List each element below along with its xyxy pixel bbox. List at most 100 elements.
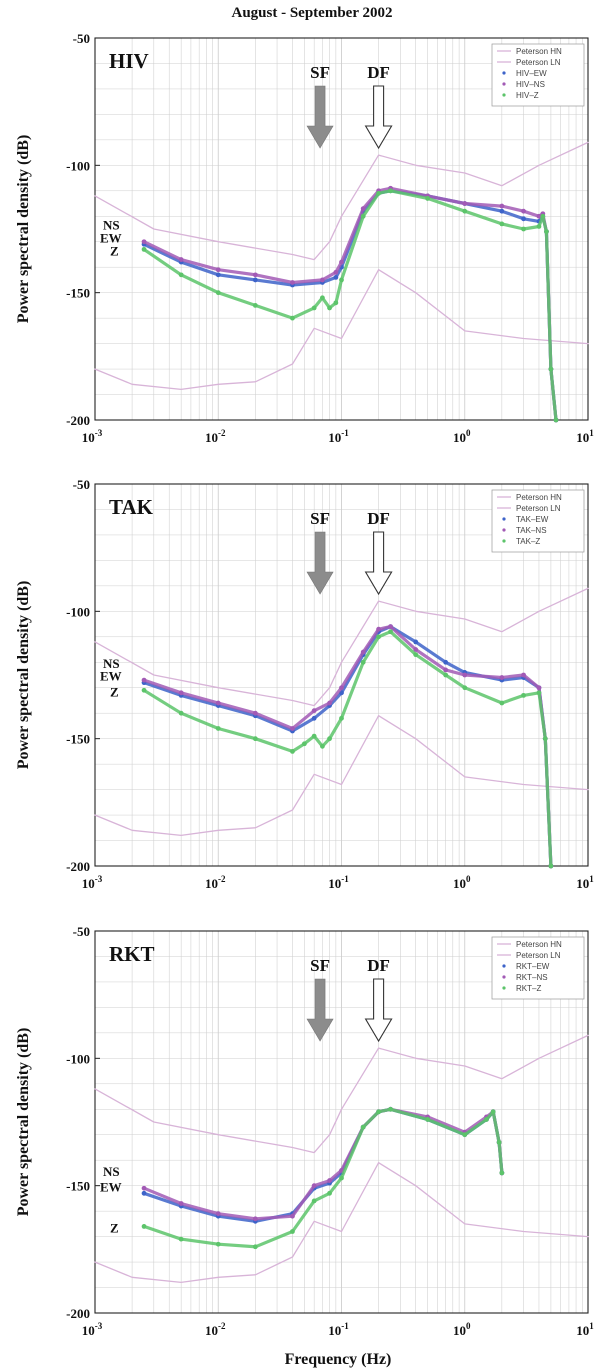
data-point-ns <box>360 649 366 655</box>
data-point-z <box>252 1244 258 1250</box>
sf-label: SF <box>310 63 330 82</box>
data-point-ns <box>290 280 295 285</box>
data-point-z <box>290 315 295 321</box>
component-label: Z <box>110 684 119 699</box>
df-arrow <box>364 978 393 1043</box>
x-tick-exponent: 0 <box>466 874 471 884</box>
series-peterson-hn <box>94 141 589 261</box>
data-point-ns <box>499 675 505 680</box>
x-tick-exponent: -3 <box>95 1321 103 1331</box>
data-point-z <box>462 685 468 691</box>
legend: Peterson HN Peterson LN TAK–EW TAK–NS TAK–Z <box>491 489 585 553</box>
data-point-z <box>499 1170 505 1176</box>
data-point-z <box>548 366 554 372</box>
legend-entry: Peterson HN <box>516 940 562 949</box>
x-tick-exponent: -3 <box>95 428 103 438</box>
y-tick-label: -50 <box>73 31 90 46</box>
data-point-z <box>540 213 546 219</box>
df-label: DF <box>367 509 390 528</box>
data-point-z <box>388 629 393 635</box>
legend: Peterson HN Peterson LN HIV–EW HIV–NS HIV–Z <box>491 43 585 107</box>
component-label: NS <box>103 1164 120 1179</box>
data-point-ns <box>252 272 258 278</box>
df-arrow <box>364 85 393 150</box>
data-point-ns <box>141 677 147 683</box>
data-point-z <box>536 690 542 696</box>
component-label: Z <box>110 243 119 258</box>
legend-swatch <box>502 964 506 968</box>
data-point-ew <box>443 659 449 665</box>
data-point-z <box>252 736 258 742</box>
data-point-ns <box>178 690 184 696</box>
data-point-z <box>327 1190 332 1196</box>
data-point-ns <box>339 685 344 691</box>
data-point-z <box>499 221 505 227</box>
data-point-z <box>320 295 325 301</box>
x-tick-label: 100 <box>453 874 471 891</box>
series-peterson-ln <box>94 1162 589 1284</box>
y-axis-label: Power spectral density (dB) <box>15 1028 32 1217</box>
legend-swatch <box>502 517 506 521</box>
data-point-ns <box>320 277 325 283</box>
data-point-ns <box>327 700 332 706</box>
x-tick-exponent: -1 <box>341 1321 349 1331</box>
x-tick-label: 10-1 <box>328 874 349 891</box>
x-tick-label: 100 <box>453 1321 471 1338</box>
data-point-z <box>252 303 258 308</box>
data-point-ns <box>141 1185 147 1191</box>
data-point-z <box>548 863 554 869</box>
data-point-z <box>462 1132 468 1138</box>
x-tick-label: 101 <box>576 428 594 445</box>
x-tick-exponent: 1 <box>589 874 594 884</box>
data-point-z <box>178 710 184 716</box>
legend-entry: RKT–Z <box>516 984 541 993</box>
data-point-ns <box>443 667 449 673</box>
y-tick-label: -200 <box>66 413 90 428</box>
x-tick-exponent: -2 <box>218 1321 226 1331</box>
series-peterson-hn <box>94 587 589 707</box>
y-tick-label: -150 <box>66 1179 90 1194</box>
legend-entry: Peterson LN <box>516 58 561 67</box>
legend-swatch <box>502 82 506 86</box>
data-point-z <box>544 229 549 234</box>
data-point-z <box>388 1106 393 1112</box>
data-point-z <box>339 1175 344 1181</box>
data-point-z <box>360 659 366 665</box>
series-z <box>141 188 559 423</box>
data-point-z <box>496 1139 502 1145</box>
data-point-z <box>360 1124 366 1130</box>
data-point-ns <box>311 708 317 714</box>
component-label: EW <box>100 669 122 684</box>
x-tick-label: 101 <box>576 874 594 891</box>
data-point-ns <box>521 208 526 214</box>
series-ns <box>141 1106 505 1222</box>
x-tick-label: 10-3 <box>82 874 103 891</box>
x-axis-label: Frequency (Hz) <box>285 1351 392 1368</box>
data-point-ew <box>252 277 258 283</box>
data-point-ns <box>215 267 221 273</box>
x-tick-exponent: 1 <box>589 1321 594 1331</box>
data-point-z <box>462 208 468 214</box>
data-point-z <box>311 1198 317 1204</box>
legend-swatch <box>502 986 506 990</box>
data-point-z <box>141 1224 147 1229</box>
data-point-z <box>311 733 317 739</box>
x-tick-exponent: -1 <box>341 428 349 438</box>
figure-title: August - September 2002 <box>232 5 393 21</box>
series-line-peterson-hn <box>94 587 589 707</box>
y-tick-label: -50 <box>73 924 90 939</box>
legend-entry: Peterson HN <box>516 47 562 56</box>
legend-entry: RKT–EW <box>516 962 550 971</box>
x-tick-label: 10-3 <box>82 1321 103 1338</box>
data-point-ew <box>311 715 317 721</box>
legend-box <box>491 43 585 107</box>
data-point-z <box>553 417 559 423</box>
legend-entry: TAK–Z <box>516 537 540 546</box>
data-point-ns <box>178 1201 184 1206</box>
data-point-ns <box>413 647 419 652</box>
panel-label: RKT <box>109 942 155 966</box>
data-point-z <box>327 736 332 742</box>
